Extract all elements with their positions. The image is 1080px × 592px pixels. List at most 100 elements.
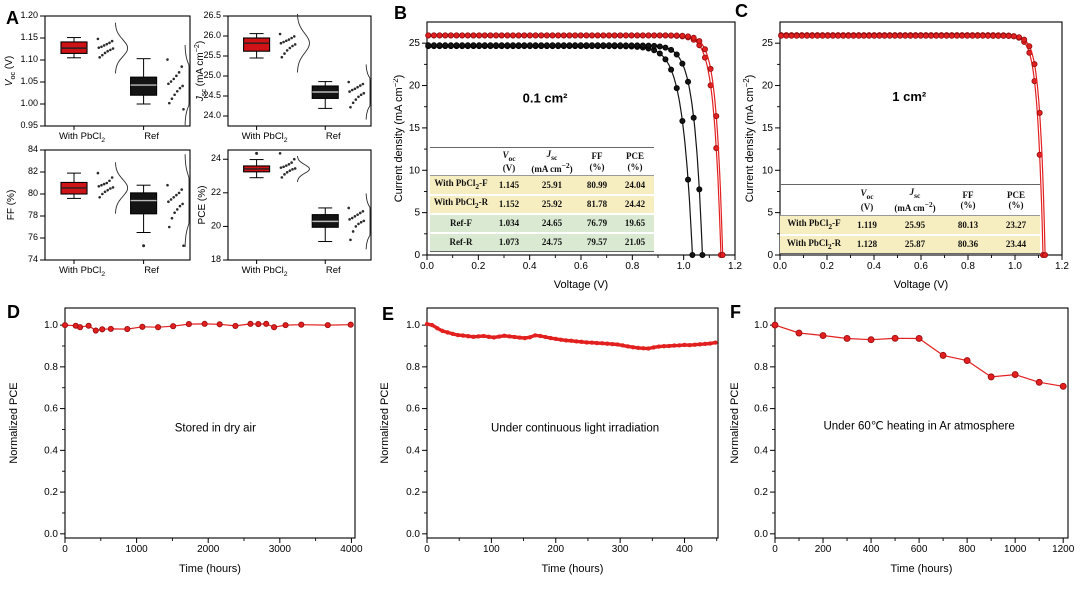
x-axis-title: Voltage (V) <box>894 279 948 291</box>
table-cell: 25.92 <box>541 198 563 209</box>
y-tick-label: 0.8 <box>44 361 58 372</box>
table-cell: 25.91 <box>541 179 563 190</box>
table-row-label: Ref-R <box>449 237 473 248</box>
x-tick-label: 800 <box>959 544 976 555</box>
y-tick-label: 0.0 <box>406 528 420 539</box>
table-row-label: Ref-F <box>450 217 472 228</box>
box-ref <box>130 192 158 215</box>
y-axis-title: Normalized PCE <box>729 382 741 463</box>
annotation: Under continuous light irradiation <box>491 423 659 435</box>
panel-E: E 0.0 0.2 0.4 0.6 0.8 1.0 0 100 200 300 400 Time (h… <box>370 295 722 592</box>
table-row: With PbCl2-F 1.119 25.95 80.13 23.27 <box>780 215 1040 235</box>
x-tick-label: 1200 <box>1052 544 1075 555</box>
panel-F-label: F <box>730 302 741 322</box>
y-tick-label: 0.4 <box>44 445 58 456</box>
table-header: PCE (%) <box>1007 189 1025 210</box>
y-tick-label: 84 <box>28 144 38 154</box>
x-tick-label: 200 <box>815 544 832 555</box>
y-tick-label: 15 <box>762 123 774 134</box>
x-tick-label: 0.0 <box>420 261 434 272</box>
y-tick-label: 0 <box>767 250 773 261</box>
y-tick-label: 24.5 <box>203 90 221 100</box>
category-label: Ref <box>144 131 159 142</box>
table-header: Voc (V) <box>502 149 516 174</box>
distribution-curve <box>365 193 371 250</box>
x-tick-label: 0 <box>62 544 68 555</box>
x-axis-title: Time (hours) <box>542 563 604 575</box>
y-tick-label: 82 <box>28 166 38 176</box>
y-tick-label: 18 <box>211 254 221 264</box>
y-axis-title: FF (%) <box>6 190 17 221</box>
table-cell: 23.27 <box>1005 219 1027 230</box>
distribution-curve <box>115 22 129 74</box>
x-tick-label: 0.2 <box>820 261 834 272</box>
y-tick-label: 24.0 <box>203 110 221 120</box>
table-cell: 24.04 <box>624 179 646 190</box>
annotation: Under 60℃ heating in Ar atmosphere <box>823 420 1014 432</box>
table-cell: 1.128 <box>856 239 878 250</box>
y-tick-label: 24 <box>211 154 221 164</box>
y-tick-label: 25 <box>409 38 421 49</box>
x-tick-label: 0.4 <box>867 261 881 272</box>
y-tick-label: 1.10 <box>20 54 38 64</box>
y-tick-label: 0.8 <box>754 361 768 372</box>
panel-E-label: E <box>382 304 395 324</box>
y-tick-label: 10 <box>762 165 774 176</box>
category-label: Ref <box>326 265 341 276</box>
table-cell: 81.78 <box>586 198 608 209</box>
y-tick-label: 0.2 <box>754 487 768 498</box>
y-tick-label: 0.6 <box>406 403 420 414</box>
y-tick-label: 5 <box>414 207 420 218</box>
y-tick-label: 80 <box>28 188 38 198</box>
x-tick-label: 3000 <box>269 544 292 555</box>
category-label: With PbCl2 <box>242 131 288 144</box>
y-tick-label: 26.0 <box>203 30 221 40</box>
y-axis-title: Normalized PCE <box>379 382 391 463</box>
table-cell: 24.42 <box>624 198 646 209</box>
y-tick-label: 74 <box>28 254 38 264</box>
panel-F-stability-chart: 0.0 0.2 0.4 0.6 0.8 1.0 0 200 400 600 800 1000 1200 T… <box>729 307 1075 575</box>
category-label: With PbCl2 <box>59 131 105 144</box>
x-tick-label: 1.2 <box>728 261 742 272</box>
box-with-pbcl2 <box>243 37 271 52</box>
x-tick-label: 600 <box>911 544 928 555</box>
category-label: With PbCl2 <box>59 265 105 278</box>
y-tick-label: 0.2 <box>44 487 58 498</box>
x-tick-label: 100 <box>483 544 500 555</box>
x-tick-label: 0.4 <box>523 261 537 272</box>
x-tick-label: 0.0 <box>773 261 787 272</box>
annotation: Stored in dry air <box>175 423 256 435</box>
y-tick-label: 76 <box>28 232 38 242</box>
y-axis-title: Normalized PCE <box>8 382 20 463</box>
y-tick-label: 0.4 <box>406 445 420 456</box>
y-axis-title: Jsc (mA cm−2) <box>192 41 208 102</box>
x-tick-label: 0.6 <box>914 261 928 272</box>
table-cell: 1.073 <box>498 237 520 248</box>
y-tick-label: 20 <box>762 80 774 91</box>
table-header: Voc (V) <box>860 188 874 212</box>
x-tick-label: 1000 <box>125 544 148 555</box>
table-cell: 80.36 <box>957 239 979 250</box>
distribution-curve <box>184 154 190 248</box>
y-tick-label: 20 <box>409 80 421 91</box>
table-header <box>430 148 492 176</box>
y-tick-label: 1.05 <box>20 76 38 86</box>
panel-D: D 0.0 0.2 0.4 0.6 0.8 1.0 0 1000 2000 3000 4000 Tim… <box>0 295 370 592</box>
y-tick-label: 0.6 <box>44 403 58 414</box>
panel-E-stability-chart: 0.0 0.2 0.4 0.6 0.8 1.0 0 100 200 300 400 Time (hou… <box>379 307 719 575</box>
x-tick-label: 400 <box>676 544 693 555</box>
distribution-curve <box>297 13 310 73</box>
y-tick-label: 0.6 <box>754 403 768 414</box>
x-tick-label: 4000 <box>340 544 363 555</box>
table-cell: 24.65 <box>541 217 563 228</box>
table-row: With PbCl2-R 1.152 25.92 81.78 24.42 <box>430 194 654 214</box>
x-tick-label: 1.0 <box>1008 261 1022 272</box>
x-axis-title: Time (hours) <box>891 563 953 575</box>
category-label: Ref <box>144 265 159 276</box>
x-tick-label: 0.8 <box>961 261 975 272</box>
table-row: Ref-R 1.073 24.75 79.57 21.05 <box>430 232 654 252</box>
table-cell: 21.05 <box>624 237 646 248</box>
distribution-curve <box>365 64 371 120</box>
y-tick-label: 25.0 <box>203 70 221 80</box>
table-row: Ref-F 1.034 24.65 76.79 19.65 <box>430 213 654 233</box>
